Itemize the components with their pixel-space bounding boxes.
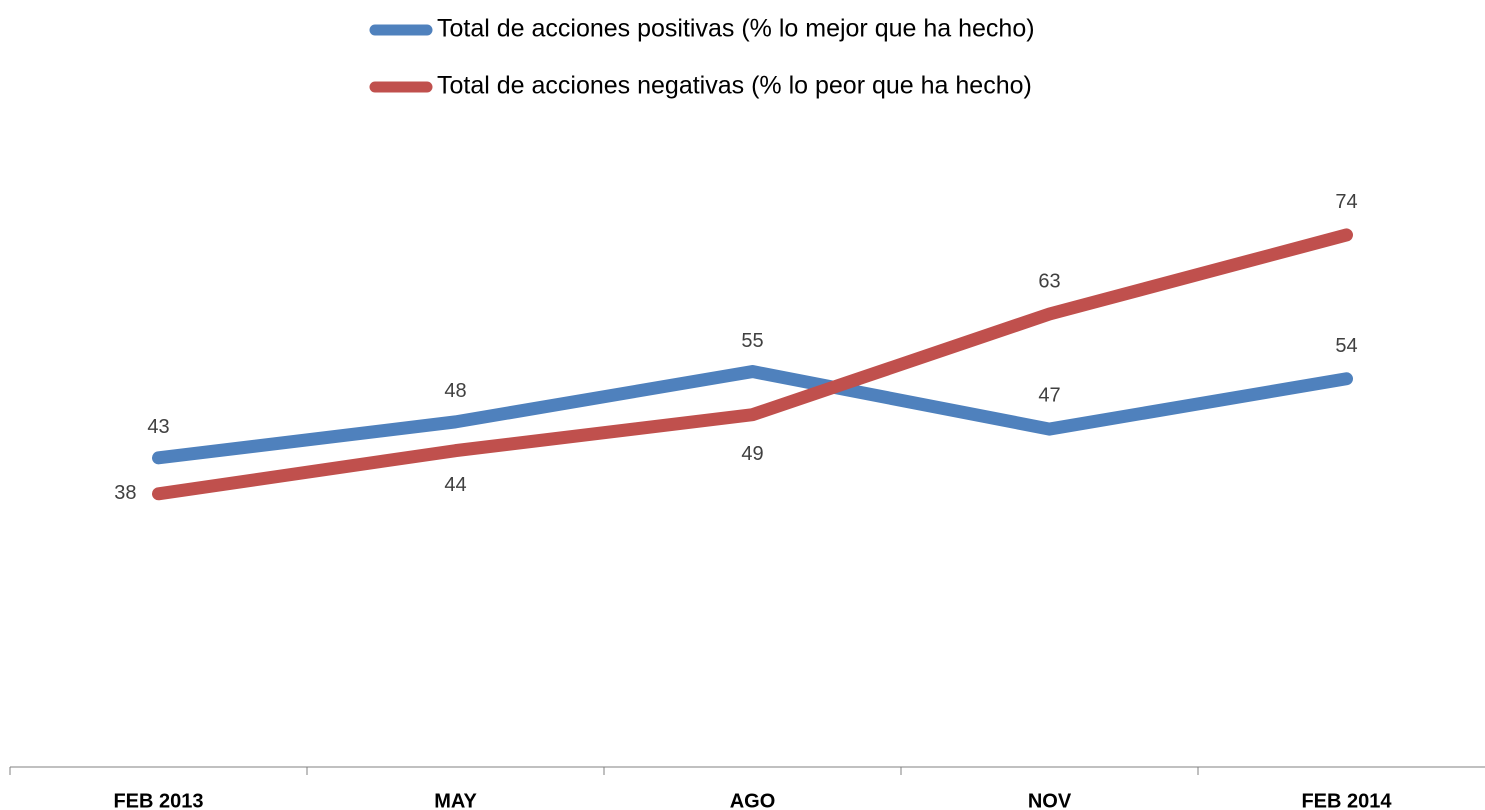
data-label: 44 (444, 474, 466, 496)
data-label: 47 (1038, 384, 1060, 406)
data-label: 55 (741, 330, 763, 352)
data-label: 63 (1038, 270, 1060, 292)
series-line (152, 228, 1353, 501)
data-label: 74 (1335, 191, 1357, 213)
legend-label: Total de acciones positivas (% lo mejor … (437, 15, 1035, 43)
x-tick-label: FEB 2014 (1301, 790, 1392, 810)
data-label: 38 (114, 482, 136, 504)
data-label: 43 (147, 416, 169, 438)
x-tick-label: MAY (434, 790, 477, 810)
data-label: 49 (741, 443, 763, 465)
data-label: 48 (444, 380, 466, 402)
legend-label: Total de acciones negativas (% lo peor q… (437, 72, 1032, 100)
series-line (152, 365, 1353, 465)
data-label: 54 (1335, 335, 1357, 357)
x-tick-label: AGO (730, 790, 776, 810)
x-tick-label: NOV (1028, 790, 1072, 810)
x-tick-label: FEB 2013 (113, 790, 203, 810)
